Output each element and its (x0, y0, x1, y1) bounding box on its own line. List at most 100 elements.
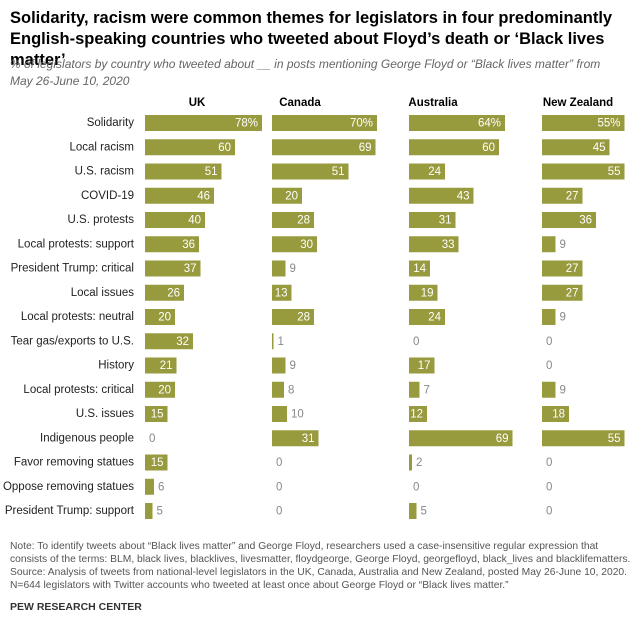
category-label: U.S. racism (75, 166, 134, 178)
value-label: 31 (302, 433, 315, 445)
bar (272, 187, 302, 204)
bar (145, 115, 262, 131)
bar (272, 430, 319, 447)
category-label: Local racism (69, 141, 134, 153)
category-label: Indigenous people (40, 432, 134, 444)
value-label: 0 (276, 457, 282, 469)
category-label: History (98, 360, 134, 372)
value-label: 51 (205, 166, 218, 178)
bar (272, 260, 286, 277)
value-label: 15 (151, 457, 164, 469)
bar (409, 163, 445, 180)
bar (542, 163, 625, 180)
value-label: 27 (566, 263, 579, 275)
panel-header: Australia (408, 97, 458, 109)
category-label: Tear gas/exports to U.S. (11, 335, 134, 347)
bar (145, 284, 184, 301)
bar (542, 260, 583, 277)
bar (409, 284, 438, 301)
category-label: Local protests: neutral (21, 311, 134, 323)
value-label: 2 (416, 457, 422, 469)
value-label: 15 (151, 409, 164, 421)
value-label: 0 (546, 506, 552, 518)
value-label: 26 (167, 287, 180, 299)
panel-header: New Zealand (543, 97, 613, 109)
category-label: U.S. issues (76, 408, 134, 420)
bar (272, 163, 349, 180)
bar (145, 333, 193, 350)
value-label: 20 (285, 190, 298, 202)
bar (145, 406, 168, 422)
category-label: Local protests: critical (23, 384, 134, 396)
value-label: 0 (413, 481, 419, 493)
value-label: 8 (288, 384, 294, 396)
bar (409, 309, 445, 325)
value-label: 0 (413, 336, 419, 348)
bar (145, 212, 205, 228)
value-label: 19 (421, 287, 434, 299)
value-label: 28 (297, 215, 310, 227)
bar (409, 381, 420, 398)
bar (409, 454, 412, 471)
category-label: COVID-19 (81, 190, 134, 202)
value-label: 9 (560, 239, 566, 251)
value-label: 21 (160, 360, 173, 372)
bar (409, 139, 499, 156)
bar (272, 381, 284, 398)
bar (145, 454, 168, 471)
bar (272, 115, 377, 131)
chart-subtitle: % of legislators by country who tweeted … (10, 57, 601, 88)
category-label: Solidarity (87, 117, 135, 129)
value-label: 0 (546, 336, 552, 348)
value-label: 0 (149, 433, 155, 445)
value-label: 70% (350, 118, 373, 130)
bar (542, 115, 625, 131)
bar (145, 381, 175, 398)
value-label: 9 (290, 263, 296, 275)
bar (409, 357, 435, 374)
category-label: Local issues (71, 287, 135, 299)
value-label: 20 (158, 312, 171, 324)
value-label: 37 (184, 263, 197, 275)
category-label: Local protests: support (18, 238, 135, 250)
value-label: 30 (300, 239, 313, 251)
bar (145, 139, 235, 156)
panel-header: Canada (279, 97, 321, 109)
value-label: 55% (597, 118, 620, 130)
bar (542, 187, 583, 204)
credit: PEW RESEARCH CENTER (10, 601, 142, 613)
value-label: 0 (546, 457, 552, 469)
bar (409, 236, 459, 253)
bar (542, 284, 583, 301)
bar (272, 284, 292, 301)
bar (409, 260, 430, 277)
bar (409, 212, 456, 228)
value-label: 13 (275, 287, 288, 299)
value-label: 51 (332, 166, 345, 178)
bar (409, 115, 505, 131)
value-label: 60 (482, 142, 495, 154)
bar (272, 406, 287, 422)
panel-header: UK (189, 97, 206, 109)
value-label: 20 (158, 384, 171, 396)
bar (542, 212, 596, 228)
value-label: 9 (560, 312, 566, 324)
value-label: 43 (457, 190, 470, 202)
value-label: 28 (297, 312, 310, 324)
bar (409, 187, 474, 204)
bar (542, 406, 569, 422)
value-label: 27 (566, 287, 579, 299)
value-label: 36 (182, 239, 195, 251)
bar (145, 260, 201, 277)
value-label: 69 (496, 433, 509, 445)
bar (145, 163, 222, 180)
value-label: 78% (235, 118, 258, 130)
bar (272, 139, 376, 156)
value-label: 40 (188, 215, 201, 227)
value-label: 55 (608, 166, 621, 178)
value-label: 10 (291, 409, 304, 421)
value-label: 0 (546, 481, 552, 493)
bar (409, 503, 417, 519)
value-label: 36 (579, 215, 592, 227)
